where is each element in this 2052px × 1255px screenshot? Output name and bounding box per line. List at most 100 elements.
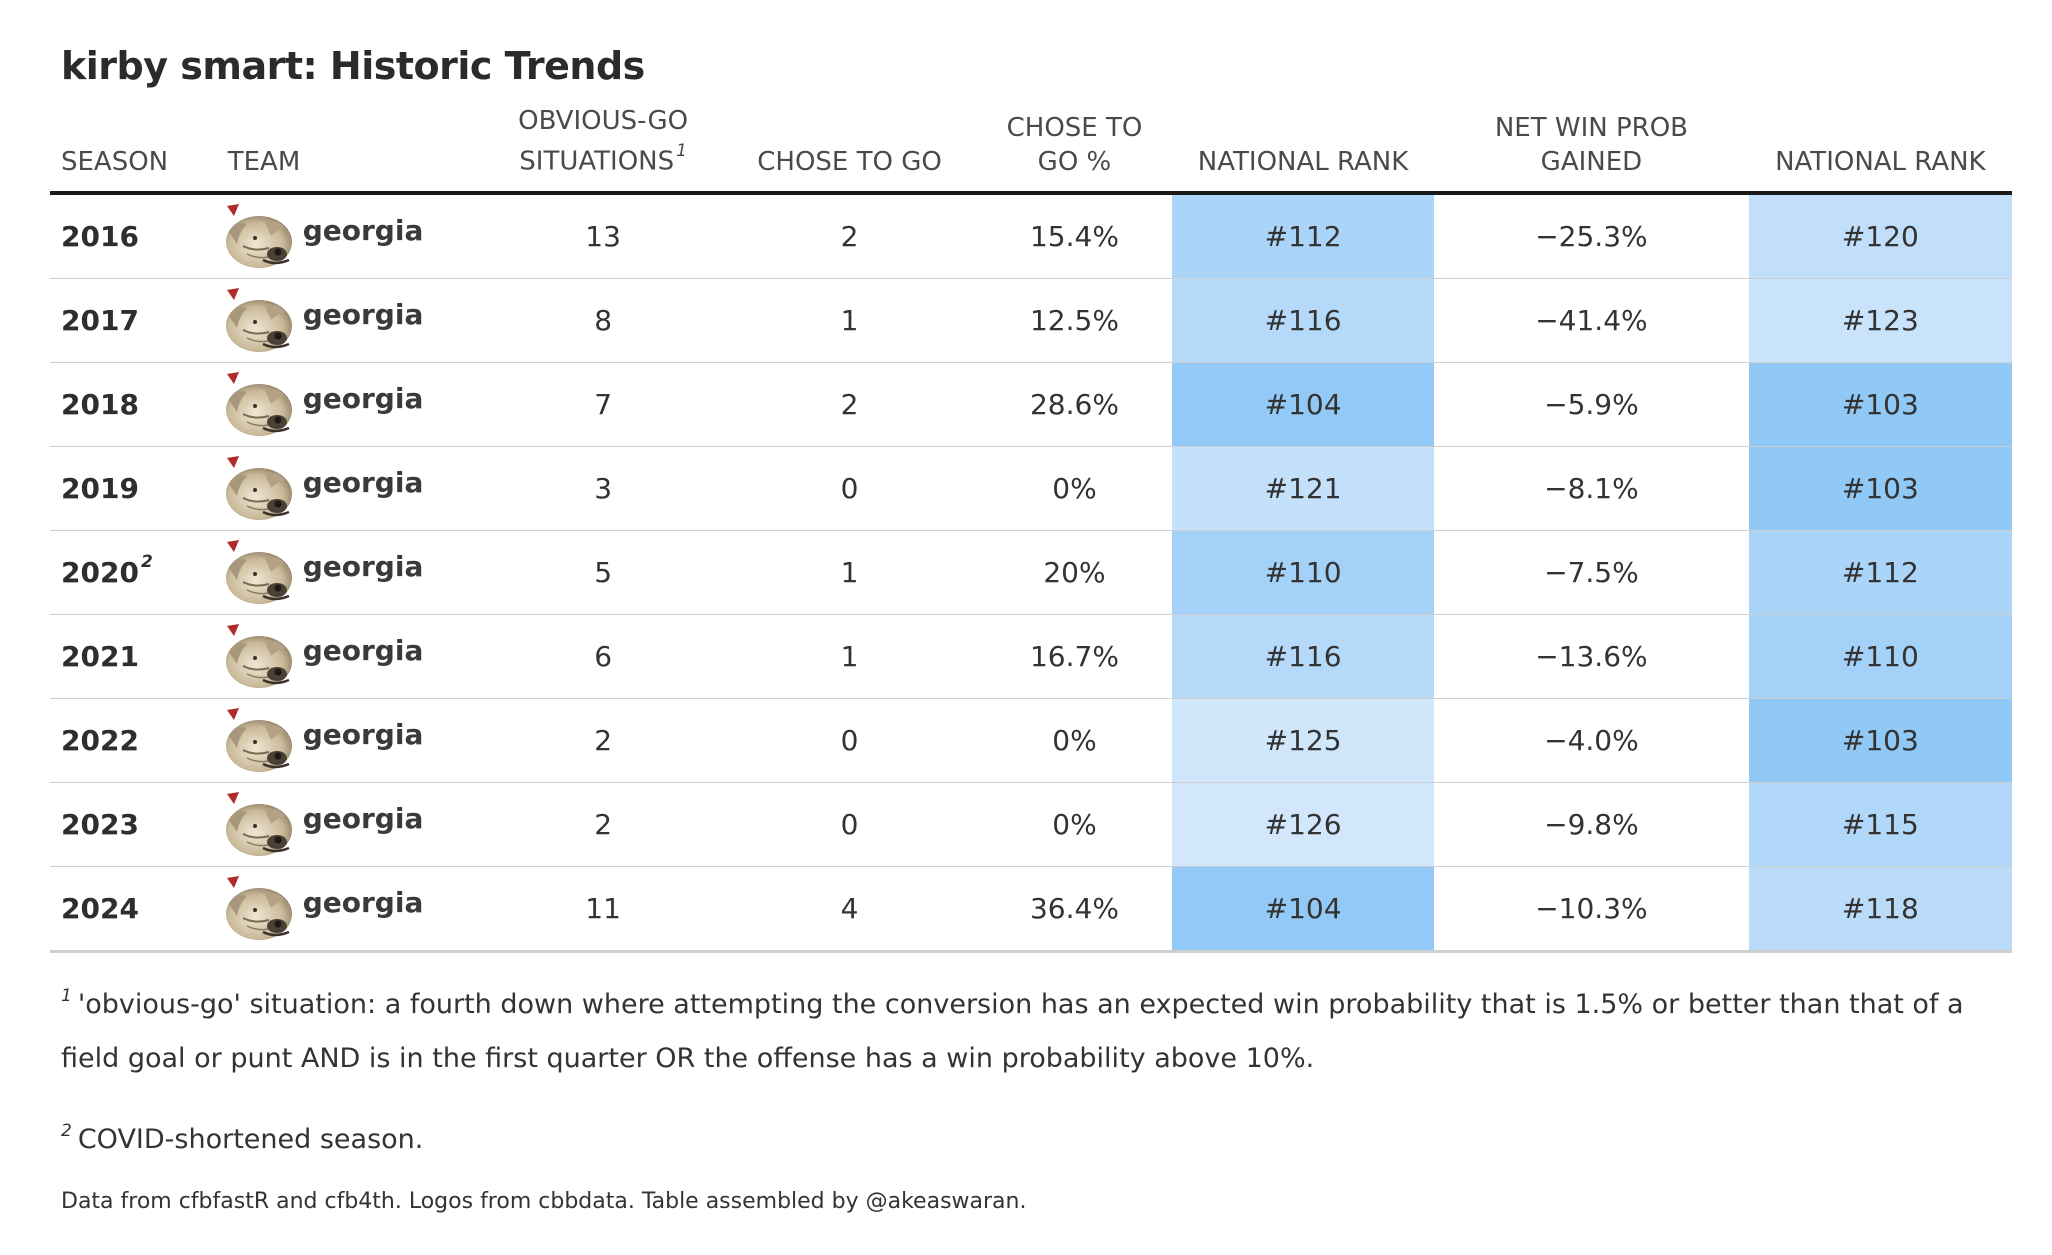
column-header-rank-go-label: NATIONAL RANK [1197,146,1409,177]
trends-table: SEASON TEAM OBVIOUS-GO SITUATIONS 1 CHOSE… [50,104,2012,953]
rank-wp-cell: #115 [1748,782,2012,867]
chose-to-go-cell: 0 [722,698,977,783]
team-wrap: georgia [224,790,478,859]
chose-pct-cell: 0% [976,698,1172,783]
season-cell: 2022 [50,698,217,783]
team-name: georgia [302,801,424,835]
season-value: 2018 [61,387,139,421]
net-wp-cell: −9.8% [1434,782,1749,867]
team-cell: georgia [216,698,485,783]
bulldog-icon [224,706,295,775]
team-name: georgia [302,549,424,583]
team-cell: georgia [216,362,485,447]
team-wrap: georgia [224,454,478,523]
season-cell: 2020 2 [50,530,217,615]
rank-go-cell: #116 [1171,614,1435,699]
net-wp-cell: −7.5% [1434,530,1749,615]
chose-pct-cell: 15.4% [976,192,1172,279]
team-cell: georgia [216,278,485,363]
column-header-obvious-go: OBVIOUS-GO SITUATIONS 1 [484,104,723,195]
season-value: 2020 [61,555,139,589]
chose-to-go-cell: 2 [722,192,977,279]
team-wrap: georgia [224,538,478,607]
column-header-obvious-go-label: OBVIOUS-GO SITUATIONS [518,106,689,177]
chose-pct-cell: 16.7% [976,614,1172,699]
footnote-2-text: COVID-shortened season. [77,1123,424,1155]
net-wp-cell: −25.3% [1434,192,1749,279]
rank-wp-cell: #103 [1748,362,2012,447]
table-row: 2018 georgia 7 2 28.6% #104 −5.9% #103 [50,362,2012,447]
footnote-marker: 1 [676,141,687,161]
bulldog-icon [224,874,295,943]
bulldog-icon [224,454,295,523]
column-header-rank-wp: NATIONAL RANK [1748,104,2012,195]
chose-pct-cell: 20% [976,530,1172,615]
obvious-go-cell: 2 [484,782,723,867]
column-header-team: TEAM [216,104,485,195]
rank-go-cell: #110 [1171,530,1435,615]
rank-go-cell: #112 [1171,192,1435,279]
column-header-chose-to-go-label: CHOSE TO GO [757,146,942,177]
season-cell: 2016 [50,192,217,279]
team-name: georgia [302,717,424,751]
rank-wp-cell: #110 [1748,614,2012,699]
net-wp-cell: −13.6% [1434,614,1749,699]
season-cell: 2024 [50,866,217,953]
footnote-1-text: 'obvious-go' situation: a fourth down wh… [61,988,1964,1074]
rank-wp-cell: #123 [1748,278,2012,363]
column-header-chose-pct-label: CHOSE TO GO % [1006,112,1143,177]
obvious-go-cell: 2 [484,698,723,783]
rank-go-cell: #121 [1171,446,1435,531]
column-header-chose-to-go: CHOSE TO GO [722,104,977,195]
bulldog-icon [224,286,295,355]
table-row: 2023 georgia 2 0 0% #126 −9.8% #115 [50,782,2012,867]
obvious-go-cell: 7 [484,362,723,447]
team-wrap: georgia [224,286,478,355]
column-header-season-label: SEASON [61,146,169,177]
obvious-go-cell: 3 [484,446,723,531]
table-row: 2020 2 georgia 5 1 20% #110 −7.5% #112 [50,530,2012,615]
column-header-net-wp: NET WIN PROB GAINED [1434,104,1749,195]
chose-pct-cell: 28.6% [976,362,1172,447]
net-wp-cell: −8.1% [1434,446,1749,531]
column-header-rank-wp-label: NATIONAL RANK [1775,146,1986,177]
net-wp-cell: −4.0% [1434,698,1749,783]
season-cell: 2017 [50,278,217,363]
footnote-1-mark: 1 [61,985,72,1006]
bulldog-icon [224,622,295,691]
team-name: georgia [302,633,424,667]
table-row: 2019 georgia 3 0 0% #121 −8.1% #103 [50,446,2012,531]
chose-pct-cell: 0% [976,782,1172,867]
footnote-2-mark: 2 [61,1120,72,1141]
chose-pct-cell: 36.4% [976,866,1172,953]
season-value: 2019 [61,471,139,505]
table-figure: kirby smart: Historic Trends SEASON TEAM… [50,38,2012,1214]
rank-go-cell: #116 [1171,278,1435,363]
chose-to-go-cell: 1 [722,278,977,363]
chose-to-go-cell: 1 [722,614,977,699]
net-wp-cell: −5.9% [1434,362,1749,447]
team-cell: georgia [216,446,485,531]
team-name: georgia [302,885,424,919]
table-body: 2016 georgia 13 2 15.4% #112 −25.3% #120 2017 geo… [50,192,2012,953]
net-wp-cell: −41.4% [1434,278,1749,363]
chose-to-go-cell: 0 [722,782,977,867]
bulldog-icon [224,202,295,271]
season-value: 2024 [61,891,139,925]
obvious-go-cell: 13 [484,192,723,279]
obvious-go-cell: 8 [484,278,723,363]
footnote-2: 2 COVID-shortened season. [61,1106,2012,1167]
rank-go-cell: #104 [1171,362,1435,447]
team-cell: georgia [216,782,485,867]
rank-go-cell: #104 [1171,866,1435,953]
season-footnote-marker: 2 [140,552,153,573]
obvious-go-cell: 6 [484,614,723,699]
chose-pct-cell: 12.5% [976,278,1172,363]
column-header-rank-go: NATIONAL RANK [1171,104,1435,195]
chose-to-go-cell: 0 [722,446,977,531]
team-cell: georgia [216,866,485,953]
rank-wp-cell: #118 [1748,866,2012,953]
rank-go-cell: #125 [1171,698,1435,783]
season-value: 2017 [61,303,139,337]
net-wp-cell: −10.3% [1434,866,1749,953]
